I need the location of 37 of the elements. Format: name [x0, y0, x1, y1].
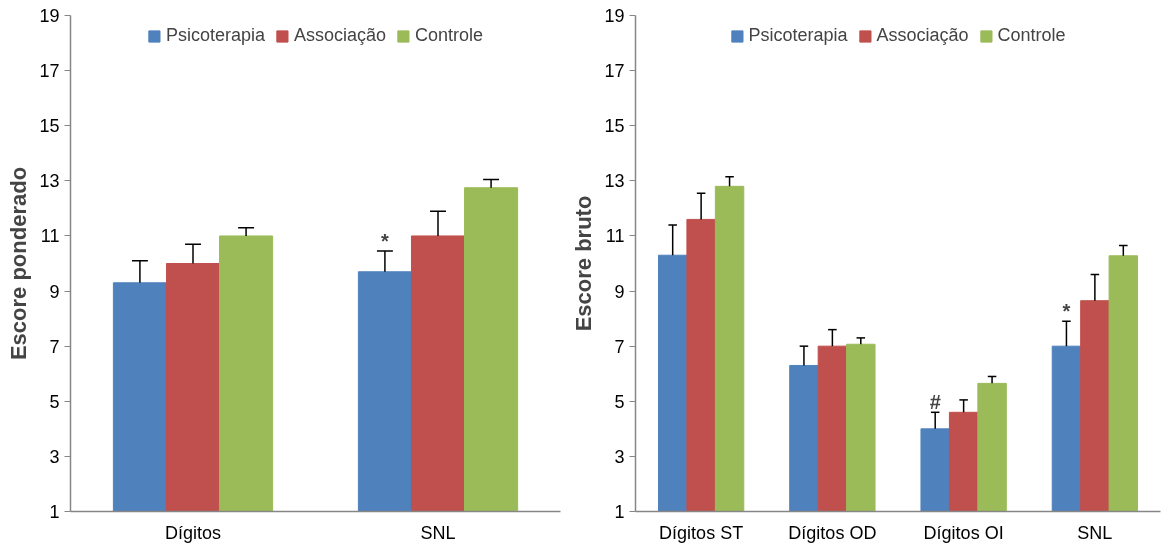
legend-label: Controle — [415, 25, 484, 46]
y-tick-label: 11 — [40, 226, 60, 247]
y-tick-label: 7 — [49, 336, 60, 357]
y-tick-label: 5 — [49, 391, 60, 412]
y-tick-label: 9 — [49, 281, 60, 302]
legend-label: Psicoterapia — [165, 25, 265, 46]
y-tick-label: 13 — [39, 171, 60, 192]
legend-label: Associação — [293, 25, 387, 46]
y-axis-title: Escore ponderado — [6, 166, 32, 361]
legend-label: Controle — [997, 25, 1066, 46]
x-tick-label: Dígitos — [164, 522, 222, 543]
y-tick-label: 7 — [614, 336, 625, 357]
legend-label: Psicoterapia — [748, 25, 848, 46]
y-tick-label: 1 — [614, 502, 625, 522]
y-tick-label: 9 — [614, 281, 625, 302]
annotation: # — [929, 391, 941, 414]
x-tick-label: Dígitos OI — [923, 522, 1004, 543]
legend-label: Associação — [876, 25, 969, 46]
y-tick-label: 19 — [39, 6, 60, 26]
y-axis-title: Escore bruto — [571, 195, 597, 332]
x-tick-label: Dígitos OD — [788, 522, 877, 543]
x-tick-label: SNL — [420, 522, 456, 543]
x-tick-label: Dígitos ST — [659, 522, 744, 543]
y-tick-label: 3 — [49, 446, 60, 467]
x-tick-label: SNL — [1077, 522, 1113, 543]
y-tick-label: 3 — [614, 446, 625, 467]
y-tick-label: 1 — [49, 502, 60, 522]
y-tick-label: 17 — [39, 61, 60, 82]
annotation: * — [381, 230, 390, 253]
y-tick-label: 11 — [605, 226, 625, 247]
annotation: * — [1062, 300, 1071, 323]
y-tick-label: 15 — [39, 116, 60, 137]
y-tick-label: 13 — [604, 171, 625, 192]
y-tick-label: 19 — [604, 6, 625, 26]
y-tick-label: 15 — [604, 116, 625, 137]
y-tick-label: 5 — [614, 391, 625, 412]
y-tick-label: 17 — [604, 61, 625, 82]
